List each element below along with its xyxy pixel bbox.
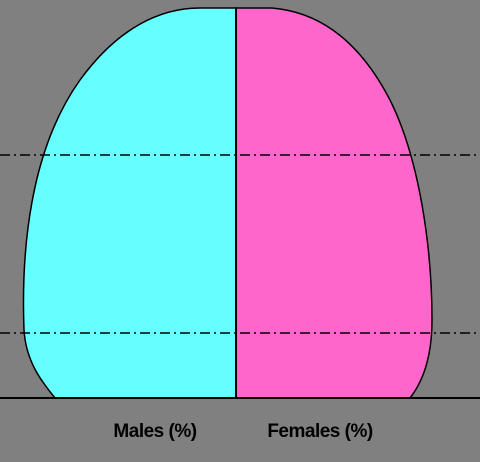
females-shape bbox=[235, 7, 433, 399]
males-shape bbox=[22, 7, 237, 399]
females-label: Females (%) bbox=[267, 421, 373, 442]
males-label: Males (%) bbox=[113, 421, 196, 442]
